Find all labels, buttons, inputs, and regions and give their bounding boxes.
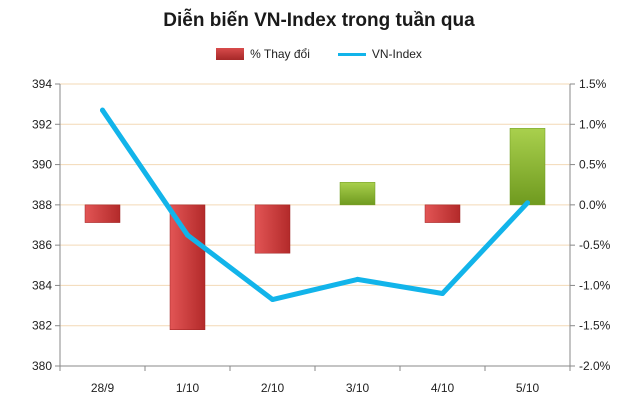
y-left-tick-label: 390 xyxy=(32,158,52,172)
bar-1-10 xyxy=(169,204,206,330)
y-right-tick-label: 1.0% xyxy=(579,117,607,131)
y-right-tick-label: 0.0% xyxy=(579,198,607,212)
legend-line-swatch xyxy=(337,52,366,56)
x-tick-label: 1/10 xyxy=(176,381,200,395)
y-right-tick-label: -1.5% xyxy=(579,319,611,333)
legend-bar-swatch xyxy=(216,48,245,60)
y-left-tick-label: 382 xyxy=(32,319,52,333)
y-right-tick-label: 1.5% xyxy=(579,77,607,91)
vnindex-point xyxy=(185,232,190,238)
y-left-tick-label: 384 xyxy=(32,278,52,292)
vnindex-line xyxy=(100,107,530,303)
y-right-tick-label: -2.0% xyxy=(579,359,611,373)
y-left-tick-label: 392 xyxy=(32,117,52,131)
chart-title: Diễn biến VN-Index trong tuần qua xyxy=(163,10,475,31)
line-series xyxy=(100,107,530,303)
vnindex-point xyxy=(440,290,445,296)
legend-item-vnindex: VN-Index xyxy=(337,47,422,61)
bar-4-10 xyxy=(424,204,461,223)
y-left-tick-label: 388 xyxy=(32,198,52,212)
vnindex-point xyxy=(525,200,530,206)
y-right-tick-label: -1.0% xyxy=(579,278,611,292)
y-left-tick-label: 394 xyxy=(32,77,52,91)
bar-series xyxy=(84,128,546,330)
vnindex-point xyxy=(270,297,275,303)
bar-2-10 xyxy=(254,204,291,254)
legend-label-vnindex: VN-Index xyxy=(371,47,422,61)
bar-28-9 xyxy=(84,204,121,223)
bar-5-10 xyxy=(509,128,546,206)
x-tick-label: 4/10 xyxy=(431,381,455,395)
bar-3-10 xyxy=(339,182,376,206)
x-tick-label: 2/10 xyxy=(261,381,285,395)
axes: 380 382 384 386 388 390 392 394 -2.0% -1.5% -1.0% -… xyxy=(32,77,611,395)
legend: % Thay đổi VN-Index xyxy=(0,47,638,61)
y-left-tick-label: 386 xyxy=(32,238,52,252)
y-right-tick-label: -0.5% xyxy=(579,238,611,252)
vnindex-point xyxy=(100,107,105,113)
legend-label-change: % Thay đổi xyxy=(250,47,310,61)
legend-item-change: % Thay đổi xyxy=(216,47,310,61)
y-left-tick-label: 380 xyxy=(32,359,52,373)
x-tick-label: 5/10 xyxy=(516,381,540,395)
x-tick-label: 3/10 xyxy=(346,381,370,395)
vnindex-point xyxy=(355,276,360,282)
x-tick-label: 28/9 xyxy=(91,381,115,395)
y-right-tick-label: 0.5% xyxy=(579,158,607,172)
